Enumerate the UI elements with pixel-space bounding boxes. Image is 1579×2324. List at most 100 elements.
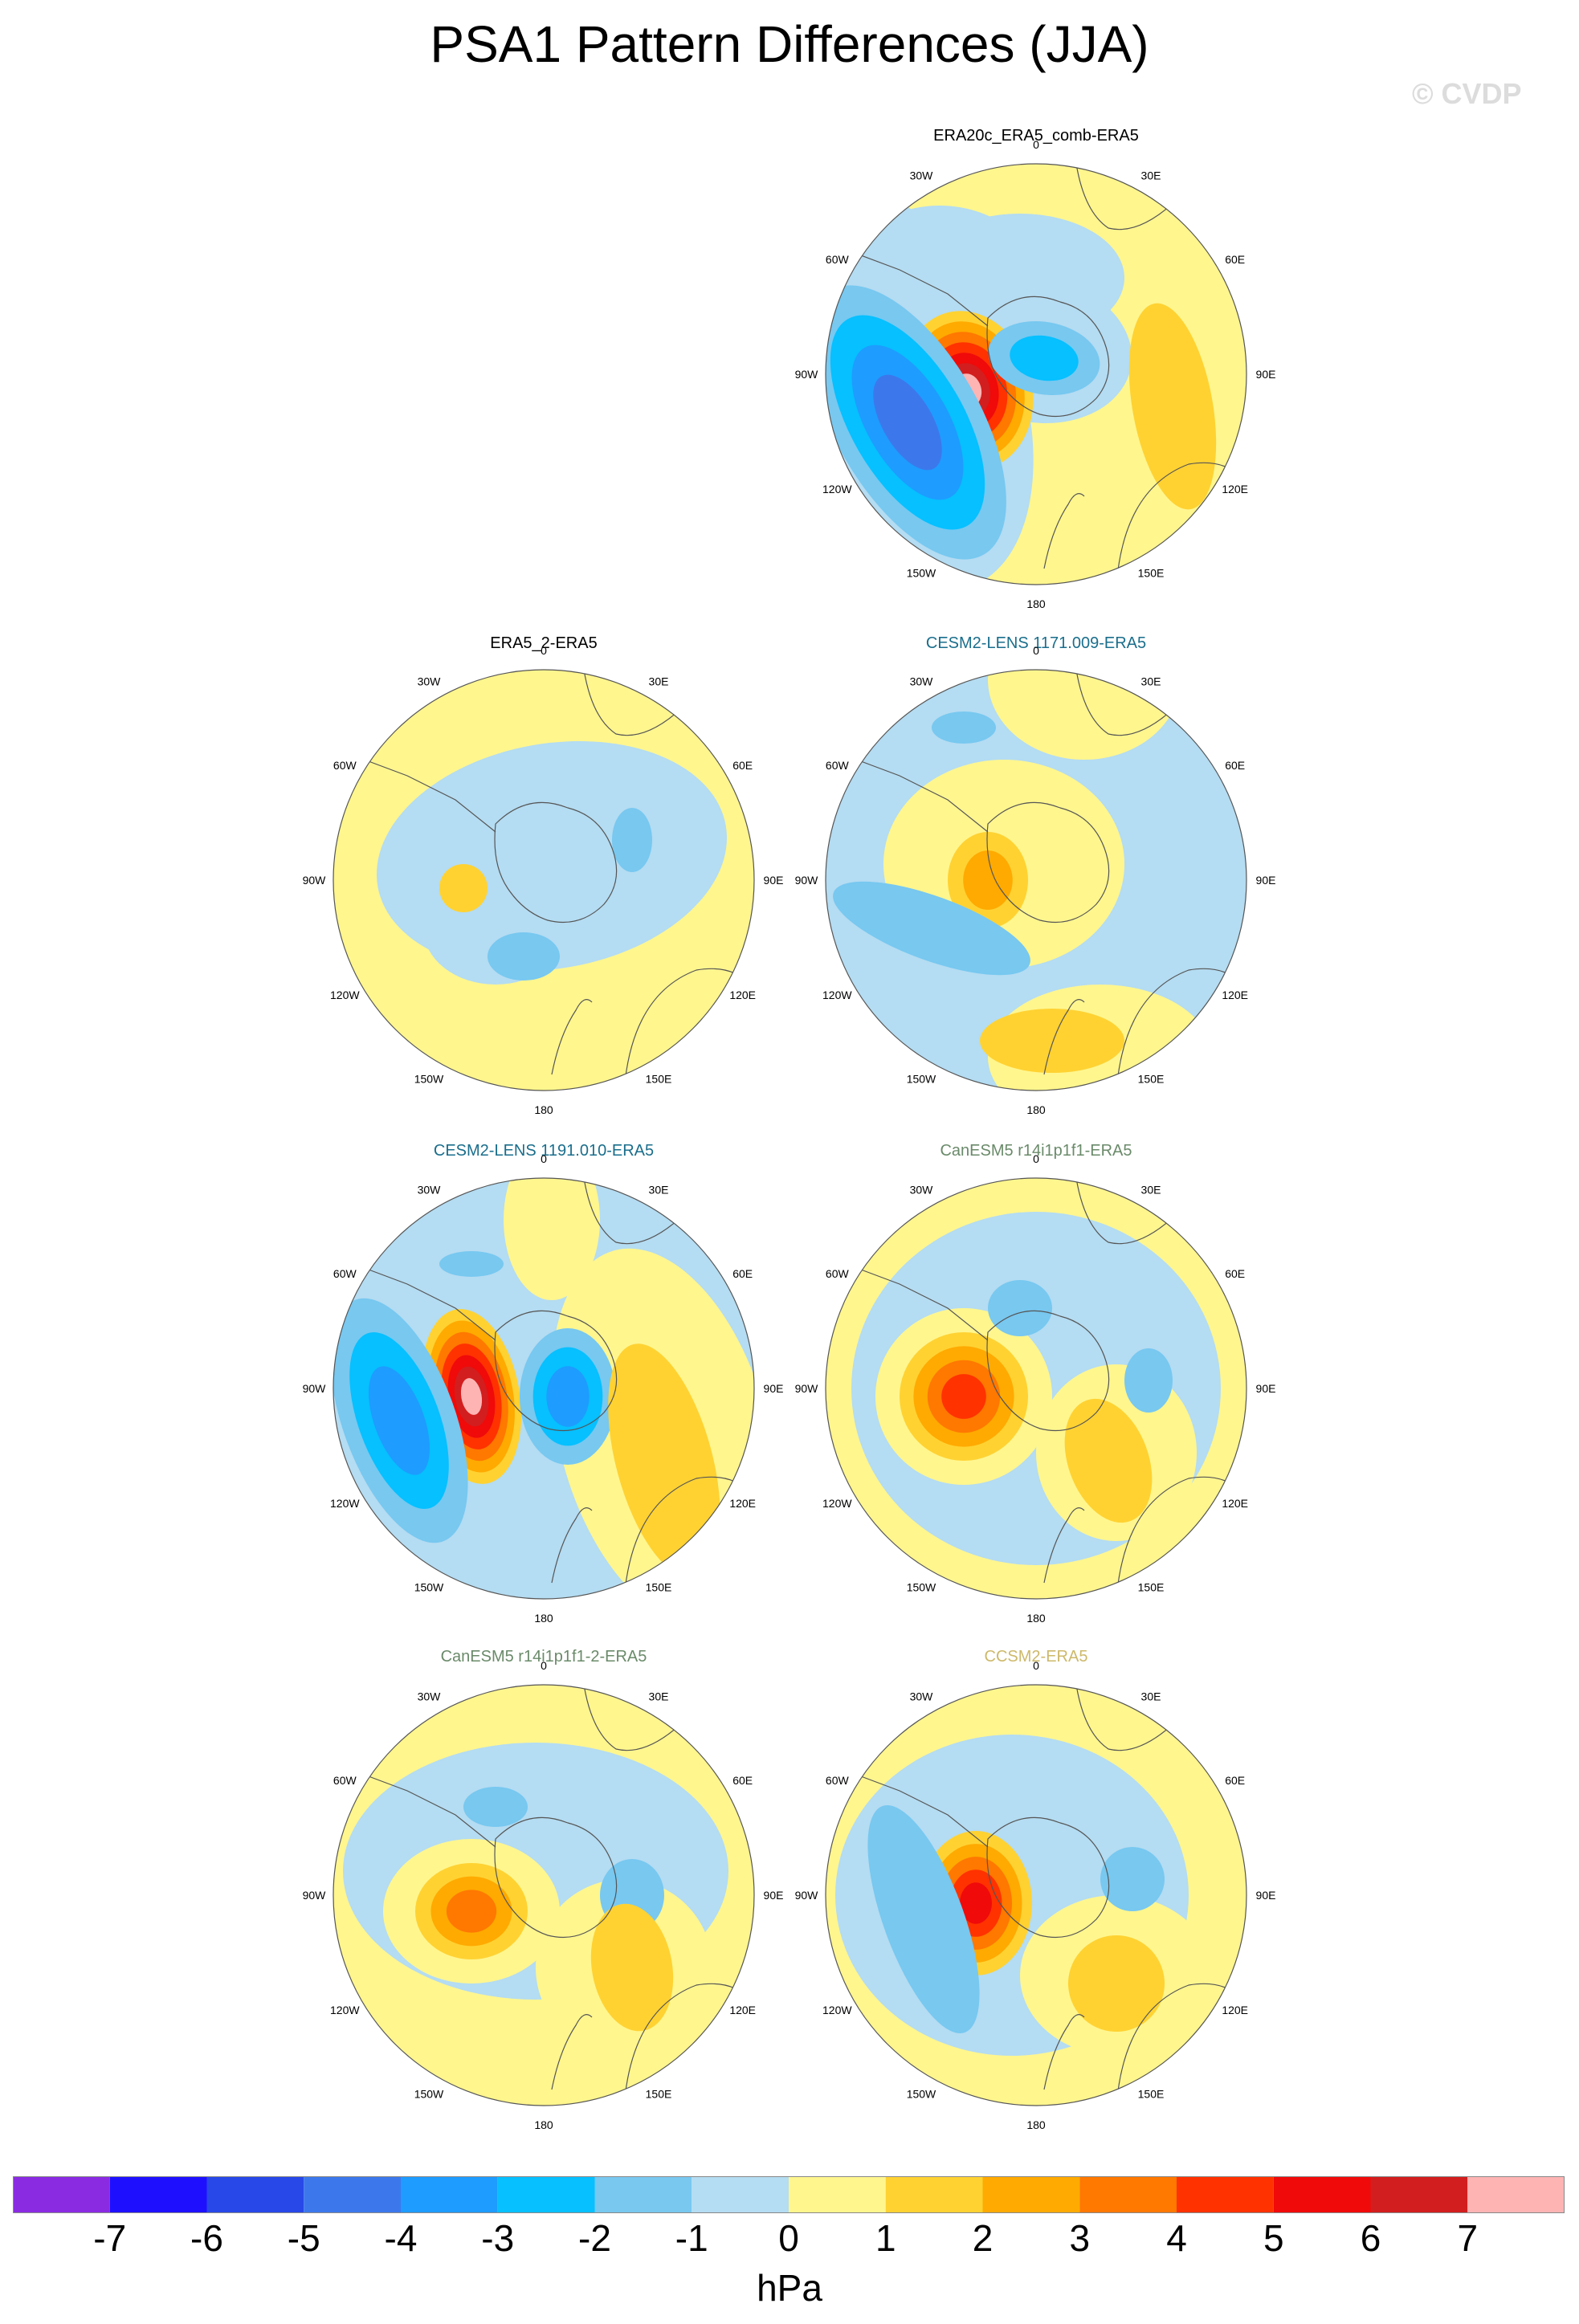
lon-label: 120E	[1222, 1497, 1248, 1510]
polar-map-p4: 0 30E 60E 90E 120E 150E 180 150W 120W 90W 60W 30W	[303, 1152, 784, 1625]
anomaly-contour	[1128, 303, 1217, 510]
lon-label: 30E	[649, 1183, 669, 1196]
colorbar-swatch	[497, 2176, 595, 2213]
anomaly-contour	[833, 881, 1030, 976]
new-zealand-coastline	[1043, 2014, 1085, 2090]
anomaly-contour	[546, 1366, 590, 1427]
colorbar-tick-label: -4	[384, 2217, 418, 2259]
antarctica-coastline	[986, 1310, 1110, 1432]
lon-label: 150W	[907, 2088, 936, 2101]
south-america-coastline	[342, 1259, 496, 1341]
colorbar-tick-label: 0	[778, 2217, 799, 2259]
lon-label: 30W	[910, 169, 934, 181]
lon-label: 180	[1026, 1103, 1046, 1116]
lon-label: 60W	[826, 1774, 850, 1787]
lon-label: 60W	[826, 1267, 850, 1280]
antarctica-coastline	[494, 801, 618, 923]
lon-label: 30W	[910, 1183, 934, 1196]
antarctica-coastline	[986, 1816, 1110, 1939]
lon-label: 30W	[418, 1183, 442, 1196]
map-border	[333, 1177, 755, 1600]
anomaly-contour	[1064, 1398, 1153, 1523]
colorbar-swatch	[982, 2176, 1080, 2213]
lon-label: 90W	[303, 874, 327, 887]
lon-label: 120W	[330, 2004, 360, 2016]
lon-label: 90E	[764, 1382, 784, 1395]
anomaly-contour	[980, 1009, 1124, 1073]
colorbar-swatch	[594, 2176, 692, 2213]
anomaly-contour	[612, 808, 652, 872]
lon-label: 90E	[1256, 368, 1276, 381]
lon-label: 120E	[1222, 989, 1248, 1001]
lon-label: 120E	[1222, 2004, 1248, 2016]
lon-label: 60W	[333, 1267, 357, 1280]
map-border	[825, 1684, 1247, 2106]
colorbar-swatch	[304, 2176, 401, 2213]
anomaly-contour	[1068, 1935, 1165, 2032]
lon-label: 60E	[1225, 1774, 1245, 1787]
map-border	[825, 1177, 1247, 1600]
contour-fill	[333, 670, 754, 1091]
lon-label: 60W	[826, 759, 850, 772]
lon-label: 150E	[646, 1073, 672, 1086]
lon-label: 150E	[1138, 2088, 1165, 2101]
lon-label: 90E	[1256, 1889, 1276, 1902]
lon-label: 150E	[646, 1581, 672, 1594]
polar-map-p7: 0 30E 60E 90E 120E 150E 180 150W 120W 90W 60W 30W	[795, 1659, 1276, 2131]
contour-fill	[333, 1685, 754, 2106]
lon-label: 90E	[764, 1889, 784, 1902]
lon-label: 120W	[330, 989, 360, 1001]
anomaly-contour	[463, 1787, 528, 1827]
colorbar-tick-label: -6	[190, 2217, 223, 2259]
lon-label: 180	[1026, 597, 1046, 610]
map-border	[825, 669, 1247, 1091]
lon-label: 180	[1026, 2118, 1046, 2131]
lon-label: 120W	[822, 2004, 852, 2016]
anomaly-contour	[439, 864, 488, 912]
contour-fill	[826, 670, 1246, 1091]
lon-label: 180	[534, 1103, 553, 1116]
polar-map-p6: 0 30E 60E 90E 120E 150E 180 150W 120W 90W 60W 30W	[303, 1659, 784, 2131]
map-border	[333, 669, 755, 1091]
polar-map-p5: 0 30E 60E 90E 120E 150E 180 150W 120W 90W 60W 30W	[795, 1152, 1276, 1625]
anomaly-contour	[590, 1903, 674, 2032]
lon-label: 120E	[1222, 483, 1248, 495]
lon-label: 30W	[418, 675, 442, 687]
lon-label: 30W	[910, 1690, 934, 1702]
lon-label: 180	[534, 1612, 553, 1625]
panel-title-p4: CESM2-LENS 1191.010-ERA5	[433, 1142, 655, 1160]
lon-label: 0	[1033, 1152, 1039, 1165]
colorbar-swatch	[1467, 2176, 1565, 2213]
lon-label: 150W	[907, 567, 936, 580]
lon-label: 90W	[795, 874, 819, 887]
lon-label: 0	[541, 1659, 547, 1672]
colorbar	[13, 2176, 1565, 2213]
lon-label: 60E	[1225, 1267, 1245, 1280]
anomaly-contour	[941, 1374, 986, 1419]
colorbar-tick-label: 1	[875, 2217, 896, 2259]
south-america-coastline	[834, 1259, 989, 1341]
lon-label: 0	[1033, 138, 1039, 151]
lon-label: 60E	[1225, 759, 1245, 772]
colorbar-swatch	[13, 2176, 110, 2213]
colorbar-tick-label: -3	[481, 2217, 515, 2259]
south-america-coastline	[342, 1766, 496, 1848]
lon-label: 90W	[795, 1382, 819, 1395]
colorbar-tick-label: 2	[972, 2217, 994, 2259]
colorbar-tick-label: 4	[1166, 2217, 1187, 2259]
lon-label: 30E	[1141, 675, 1161, 687]
lon-label: 180	[1026, 1612, 1046, 1625]
lon-label: 60E	[732, 1267, 753, 1280]
lon-label: 90W	[795, 368, 819, 381]
lon-label: 120W	[822, 1497, 852, 1510]
anomaly-contour	[1124, 1348, 1173, 1413]
lon-label: 60E	[1225, 253, 1245, 266]
lon-label: 90E	[1256, 1382, 1276, 1395]
watermark: © CVDP	[1412, 77, 1522, 110]
lon-label: 0	[541, 644, 547, 657]
colorbar-swatch	[692, 2176, 789, 2213]
south-america-coastline	[834, 1766, 989, 1848]
lon-label: 90W	[795, 1889, 819, 1902]
africa-coastline	[1075, 164, 1181, 230]
colorbar-tick-label: -5	[287, 2217, 320, 2259]
